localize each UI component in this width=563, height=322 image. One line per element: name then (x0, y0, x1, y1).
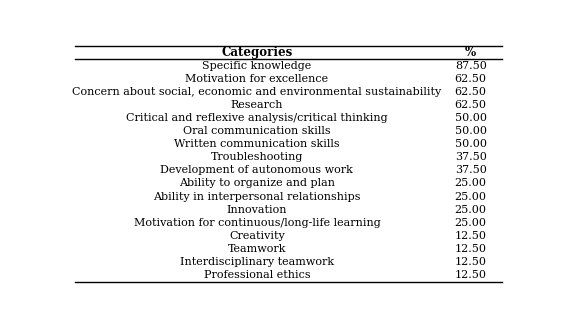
Text: Creativity: Creativity (229, 231, 285, 241)
Text: Professional ethics: Professional ethics (204, 270, 310, 280)
Text: 62.50: 62.50 (455, 74, 486, 84)
Text: 50.00: 50.00 (455, 126, 486, 136)
Text: 25.00: 25.00 (455, 218, 486, 228)
Text: 25.00: 25.00 (455, 178, 486, 188)
Text: 87.50: 87.50 (455, 61, 486, 71)
Text: 37.50: 37.50 (455, 152, 486, 162)
Text: Research: Research (231, 100, 283, 110)
Text: 62.50: 62.50 (455, 100, 486, 110)
Text: Troubleshooting: Troubleshooting (211, 152, 303, 162)
Text: 12.50: 12.50 (455, 244, 486, 254)
Text: %: % (465, 46, 476, 59)
Text: Interdisciplinary teamwork: Interdisciplinary teamwork (180, 257, 334, 267)
Text: Critical and reflexive analysis/critical thinking: Critical and reflexive analysis/critical… (126, 113, 388, 123)
Text: Motivation for continuous/long-life learning: Motivation for continuous/long-life lear… (133, 218, 380, 228)
Text: Teamwork: Teamwork (227, 244, 286, 254)
Text: Specific knowledge: Specific knowledge (202, 61, 311, 71)
Text: 37.50: 37.50 (455, 166, 486, 175)
Text: 25.00: 25.00 (455, 192, 486, 202)
Text: Motivation for excellence: Motivation for excellence (185, 74, 328, 84)
Text: Ability to organize and plan: Ability to organize and plan (179, 178, 335, 188)
Text: Innovation: Innovation (227, 205, 287, 215)
Text: 25.00: 25.00 (455, 205, 486, 215)
Text: Ability in interpersonal relationships: Ability in interpersonal relationships (153, 192, 361, 202)
Text: 50.00: 50.00 (455, 113, 486, 123)
Text: Development of autonomous work: Development of autonomous work (160, 166, 354, 175)
Text: 62.50: 62.50 (455, 87, 486, 97)
Text: 12.50: 12.50 (455, 257, 486, 267)
Text: Categories: Categories (221, 46, 293, 59)
Text: Oral communication skills: Oral communication skills (183, 126, 330, 136)
Text: 50.00: 50.00 (455, 139, 486, 149)
Text: 12.50: 12.50 (455, 231, 486, 241)
Text: Concern about social, economic and environmental sustainability: Concern about social, economic and envir… (72, 87, 441, 97)
Text: Written communication skills: Written communication skills (174, 139, 339, 149)
Text: 12.50: 12.50 (455, 270, 486, 280)
